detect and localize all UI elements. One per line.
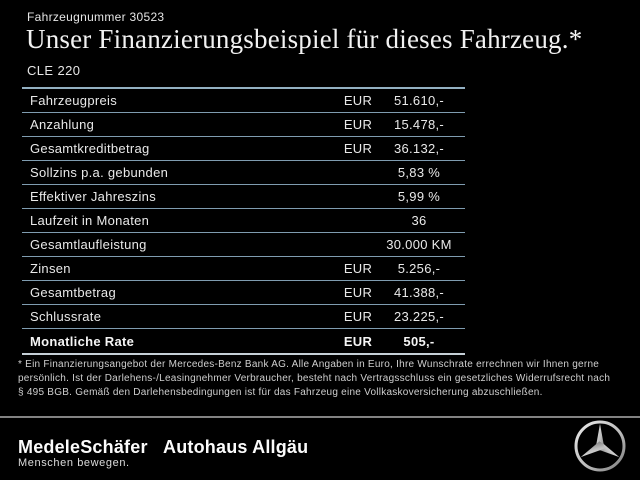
row-value: 51.610,-	[393, 93, 445, 108]
row-label: Sollzins p.a. gebunden	[30, 165, 169, 180]
dealer-logo-text: MedeleSchäfer	[18, 437, 148, 457]
footer-divider	[0, 416, 640, 418]
row-label: Fahrzeugpreis	[30, 93, 117, 108]
row-currency: EUR	[343, 117, 373, 132]
row-currency: EUR	[343, 285, 373, 300]
table-row-anzahlung: Anzahlung EUR 15.478,-	[22, 113, 465, 137]
row-currency: EUR	[343, 141, 373, 156]
table-row-gesamtkreditbetrag: Gesamtkreditbetrag EUR 36.132,-	[22, 137, 465, 161]
table-row-sollzins-pa-gebunden: Sollzins p.a. gebunden 5,83 %	[22, 161, 465, 185]
row-label: Schlussrate	[30, 309, 102, 324]
page-title: Unser Finanzierungsbeispiel für dieses F…	[26, 24, 583, 54]
row-label: Gesamtkreditbetrag	[30, 141, 150, 156]
row-value: 41.388,-	[393, 285, 445, 300]
row-value: 505,-	[403, 333, 435, 349]
row-value: 15.478,-	[393, 117, 445, 132]
row-label: Gesamtbetrag	[30, 285, 116, 300]
table-row-gesamtlaufleistung: Gesamtlaufleistung 30.000 KM	[22, 233, 465, 257]
row-value: 36.132,-	[393, 141, 445, 156]
dealer-tagline: Menschen bewegen.	[18, 457, 130, 469]
row-value: 36	[411, 213, 427, 228]
row-value: 5,99 %	[397, 189, 441, 204]
footnote-line: * Ein Finanzierungsangebot der Mercedes-…	[18, 359, 600, 370]
row-currency: EUR	[343, 93, 373, 108]
row-value: 5.256,-	[397, 261, 441, 276]
vehicle-model: CLE 220	[27, 63, 81, 78]
table-row-zinsen: Zinsen EUR 5.256,-	[22, 257, 465, 281]
dealer-branch-text: Autohaus Allgäu	[163, 437, 309, 457]
table-row-laufzeit-in-monaten: Laufzeit in Monaten 36	[22, 209, 465, 233]
table-row-effektiver-jahreszins: Effektiver Jahreszins 5,99 %	[22, 185, 465, 209]
row-value: 23.225,-	[393, 309, 445, 324]
row-label: Gesamtlaufleistung	[30, 237, 147, 252]
row-value: 5,83 %	[397, 165, 441, 180]
table-row-gesamtbetrag: Gesamtbetrag EUR 41.388,-	[22, 281, 465, 305]
mercedes-star-icon	[574, 420, 626, 472]
legal-footnote: * Ein Finanzierungsangebot der Mercedes-…	[18, 358, 630, 400]
row-label: Anzahlung	[30, 117, 95, 132]
table-row-schlussrate: Schlussrate EUR 23.225,-	[22, 305, 465, 329]
row-currency: EUR	[343, 309, 373, 324]
footnote-line: persönlich. Ist der Darlehens-/Leasingne…	[18, 373, 611, 384]
vehicle-number: Fahrzeugnummer 30523	[27, 10, 165, 24]
row-label: Monatliche Rate	[30, 333, 135, 349]
row-value: 30.000 KM	[386, 237, 452, 252]
table-row-monatliche-rate: Monatliche Rate EUR 505,-	[22, 329, 465, 353]
row-label: Effektiver Jahreszins	[30, 189, 156, 204]
finance-table: Fahrzeugpreis EUR 51.610,- Anzahlung EUR…	[22, 87, 465, 355]
table-row-fahrzeugpreis: Fahrzeugpreis EUR 51.610,-	[22, 89, 465, 113]
row-label: Zinsen	[30, 261, 71, 276]
row-currency: EUR	[343, 333, 373, 349]
row-currency: EUR	[343, 261, 373, 276]
row-label: Laufzeit in Monaten	[30, 213, 150, 228]
footnote-line: § 495 BGB. Gemäß den Darlehensbedingunge…	[18, 387, 543, 398]
